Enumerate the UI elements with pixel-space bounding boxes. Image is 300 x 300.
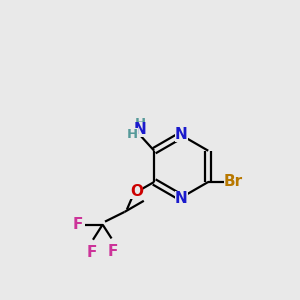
Text: H: H [135,117,146,130]
Text: H: H [127,128,138,141]
Text: F: F [73,217,83,232]
Text: F: F [108,244,118,259]
Text: F: F [86,245,97,260]
Text: N: N [134,122,147,137]
Text: N: N [175,127,188,142]
Text: N: N [175,191,188,206]
Text: Br: Br [224,175,243,190]
Text: O: O [130,184,143,199]
